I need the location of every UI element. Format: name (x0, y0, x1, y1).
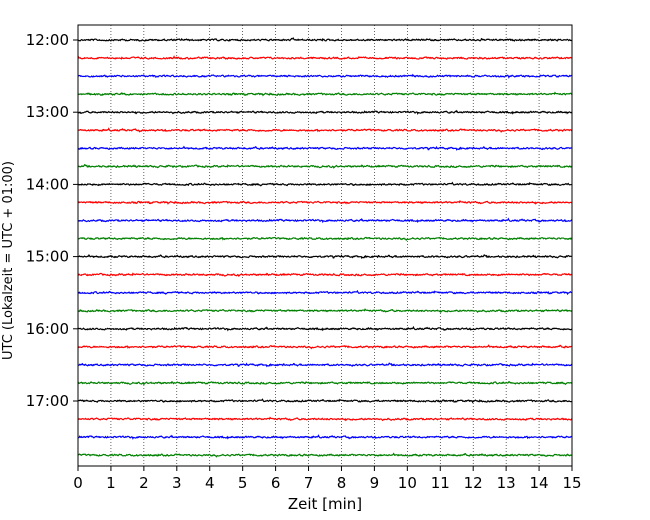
x-axis-label: Zeit [min] (288, 495, 362, 513)
y-tick-label-1700: 17:00 (26, 392, 69, 410)
trace-1500 (77, 253, 573, 260)
trace-lines (77, 36, 573, 458)
trace-1530 (77, 289, 573, 296)
trace-1245 (77, 91, 573, 97)
x-axis-ticks: 0 1 2 3 4 5 6 7 8 9 10 11 12 13 14 15 (73, 466, 582, 492)
trace-1545 (77, 308, 573, 314)
trace-1700 (77, 398, 573, 404)
plot-frame (77, 24, 573, 467)
trace-1645 (77, 381, 573, 386)
x-tick-label-8: 8 (337, 474, 347, 492)
trace-1630 (77, 362, 573, 368)
x-tick-label-9: 9 (370, 474, 380, 492)
trace-1315 (77, 127, 573, 133)
trace-1515 (77, 272, 573, 278)
trace-1445 (77, 236, 573, 242)
y-axis-label: UTC (Lokalzeit = UTC + 01:00) (1, 161, 16, 360)
x-tick-label-15: 15 (562, 474, 581, 492)
trace-1615 (77, 344, 573, 350)
trace-1230 (77, 73, 573, 79)
x-tick-label-14: 14 (530, 474, 549, 492)
trace-1200 (77, 36, 573, 42)
trace-1215 (77, 55, 573, 61)
x-tick-label-2: 2 (139, 474, 149, 492)
y-tick-label-1200: 12:00 (26, 31, 69, 49)
y-tick-label-1500: 15:00 (26, 248, 69, 266)
x-tick-label-0: 0 (73, 474, 83, 492)
x-tick-label-1: 1 (106, 474, 116, 492)
x-tick-label-13: 13 (497, 474, 516, 492)
trace-1430 (77, 217, 573, 224)
x-tick-label-3: 3 (172, 474, 182, 492)
trace-1715 (78, 416, 573, 422)
x-tick-label-11: 11 (431, 474, 450, 492)
y-axis-ticks: 12:00 13:00 14:00 15:00 16:00 17:00 (26, 31, 78, 410)
x-tick-label-4: 4 (205, 474, 215, 492)
y-tick-label-1600: 16:00 (26, 320, 69, 338)
trace-1300 (77, 109, 573, 115)
trace-1400 (77, 181, 573, 187)
x-tick-label-12: 12 (464, 474, 483, 492)
y-tick-label-1300: 13:00 (26, 103, 69, 121)
trace-1345 (77, 163, 573, 169)
x-tick-label-7: 7 (304, 474, 314, 492)
trace-1600 (77, 325, 573, 332)
x-tick-label-10: 10 (398, 474, 417, 492)
trace-1730 (78, 434, 573, 440)
x-tick-label-6: 6 (271, 474, 281, 492)
x-tick-label-5: 5 (238, 474, 248, 492)
trace-1745 (77, 452, 573, 458)
y-tick-label-1400: 14:00 (26, 175, 69, 193)
trace-1415 (77, 199, 573, 205)
trace-1330 (77, 145, 573, 151)
